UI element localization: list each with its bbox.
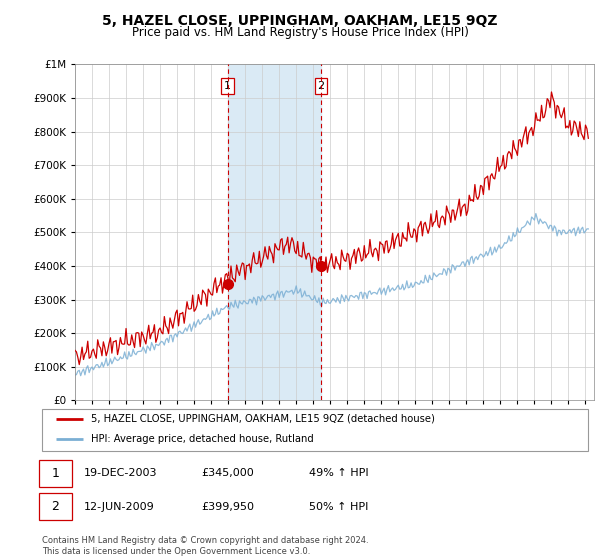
- Text: 1: 1: [52, 466, 59, 480]
- FancyBboxPatch shape: [42, 409, 588, 451]
- Text: 5, HAZEL CLOSE, UPPINGHAM, OAKHAM, LE15 9QZ (detached house): 5, HAZEL CLOSE, UPPINGHAM, OAKHAM, LE15 …: [91, 414, 435, 424]
- Text: 5, HAZEL CLOSE, UPPINGHAM, OAKHAM, LE15 9QZ: 5, HAZEL CLOSE, UPPINGHAM, OAKHAM, LE15 …: [102, 14, 498, 28]
- Text: 19-DEC-2003: 19-DEC-2003: [84, 468, 157, 478]
- Text: £399,950: £399,950: [201, 502, 254, 512]
- Text: 50% ↑ HPI: 50% ↑ HPI: [309, 502, 368, 512]
- Text: 12-JUN-2009: 12-JUN-2009: [84, 502, 155, 512]
- Text: Price paid vs. HM Land Registry's House Price Index (HPI): Price paid vs. HM Land Registry's House …: [131, 26, 469, 39]
- Text: £345,000: £345,000: [201, 468, 254, 478]
- Bar: [227, 64, 321, 400]
- Text: 1: 1: [224, 81, 231, 91]
- Text: Contains HM Land Registry data © Crown copyright and database right 2024.
This d: Contains HM Land Registry data © Crown c…: [42, 536, 368, 556]
- Text: 2: 2: [52, 500, 59, 514]
- Text: 2: 2: [317, 81, 325, 91]
- Text: HPI: Average price, detached house, Rutland: HPI: Average price, detached house, Rutl…: [91, 434, 314, 444]
- Text: 49% ↑ HPI: 49% ↑ HPI: [309, 468, 368, 478]
